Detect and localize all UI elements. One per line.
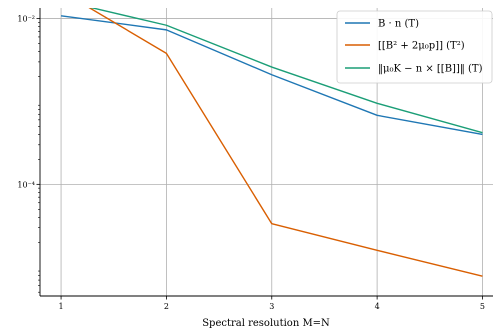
series-line-0: [60, 15, 483, 136]
x-tick-label: 5: [480, 302, 485, 311]
x-tick-label: 4: [375, 302, 380, 311]
x-axis-label: Spectral resolution M=N: [202, 318, 330, 329]
legend-label-bn: B · n (T): [378, 19, 419, 30]
series-group: [60, 8, 483, 277]
y-tick-label: 10⁻²: [17, 15, 35, 24]
tick-labels: 1 2 3 4 5 10⁻² 10⁻⁴: [17, 15, 485, 311]
x-tick-label: 2: [164, 302, 169, 311]
legend: B · n (T) [[B² + 2μ₀p]] (T²) ‖μ₀K − n × …: [336, 10, 493, 84]
x-tick-label: 3: [269, 302, 274, 311]
axes: [36, 8, 493, 300]
y-tick-label: 10⁻⁴: [17, 180, 35, 189]
legend-label-current: ‖μ₀K − n × [[B]]‖ (T): [378, 64, 483, 75]
legend-label-pressure: [[B² + 2μ₀p]] (T²): [378, 41, 465, 52]
series-line-2: [89, 8, 483, 134]
x-tick-label: 1: [59, 302, 64, 311]
series-line-1: [88, 8, 483, 277]
legend-frame: [336, 10, 493, 84]
